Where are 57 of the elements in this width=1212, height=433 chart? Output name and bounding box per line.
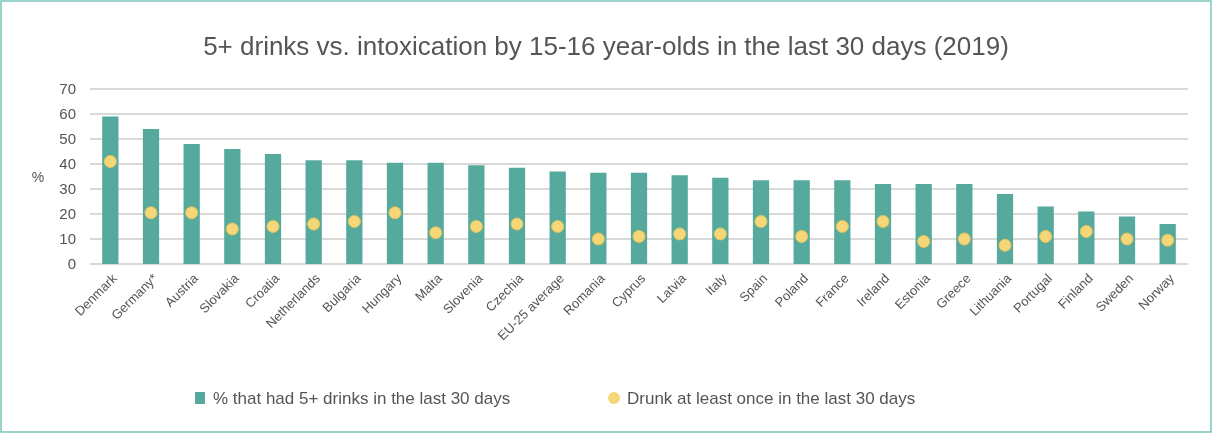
bar — [305, 160, 322, 264]
point — [429, 226, 443, 240]
point — [266, 220, 280, 233]
y-tick-label: 10 — [59, 230, 76, 248]
point — [673, 227, 687, 241]
legend-label: Drunk at least once in the last 30 days — [627, 388, 916, 408]
bar — [590, 172, 607, 264]
point — [225, 222, 239, 236]
point — [795, 230, 809, 243]
y-tick-label: 70 — [59, 80, 76, 98]
y-tick-label: 20 — [59, 205, 76, 223]
chart-title: 5+ drinks vs. intoxication by 15-16 year-olds in the last 30 days (2019) — [203, 31, 1009, 61]
bar — [956, 184, 973, 264]
bar — [224, 149, 241, 264]
y-tick-label: 60 — [59, 105, 76, 123]
point — [632, 230, 646, 243]
bar — [102, 116, 119, 264]
y-tick-label: 50 — [59, 130, 76, 148]
point — [388, 206, 402, 220]
bar — [712, 177, 729, 264]
point — [469, 220, 483, 233]
point — [591, 232, 605, 246]
point — [957, 232, 971, 246]
point — [713, 227, 727, 241]
point — [510, 217, 524, 231]
point — [347, 215, 361, 228]
point — [754, 215, 768, 228]
bar — [834, 180, 851, 264]
point — [917, 235, 931, 248]
bar — [386, 162, 404, 264]
point — [103, 155, 117, 168]
bar — [264, 154, 282, 264]
bar — [508, 167, 526, 264]
bar — [183, 144, 200, 264]
point — [551, 220, 565, 233]
bar — [793, 180, 810, 264]
bar — [671, 175, 688, 264]
bar — [752, 180, 770, 264]
point — [998, 238, 1012, 252]
bar — [427, 162, 444, 264]
point — [307, 217, 321, 231]
y-tick-label: 40 — [59, 155, 76, 173]
bar — [346, 160, 363, 264]
x-tick-label: Italy — [702, 270, 731, 299]
legend-label: % that had 5+ drinks in the last 30 days — [213, 388, 511, 408]
bar — [468, 165, 485, 264]
point — [185, 206, 199, 220]
point — [144, 206, 158, 220]
bar — [630, 172, 648, 264]
bar — [142, 129, 160, 264]
point — [835, 220, 849, 233]
y-tick-label: 0 — [67, 255, 76, 273]
y-tick-label: 30 — [59, 180, 76, 198]
point — [1039, 230, 1053, 243]
bar — [549, 171, 566, 264]
point — [876, 215, 890, 228]
y-axis-title: % — [31, 168, 45, 185]
